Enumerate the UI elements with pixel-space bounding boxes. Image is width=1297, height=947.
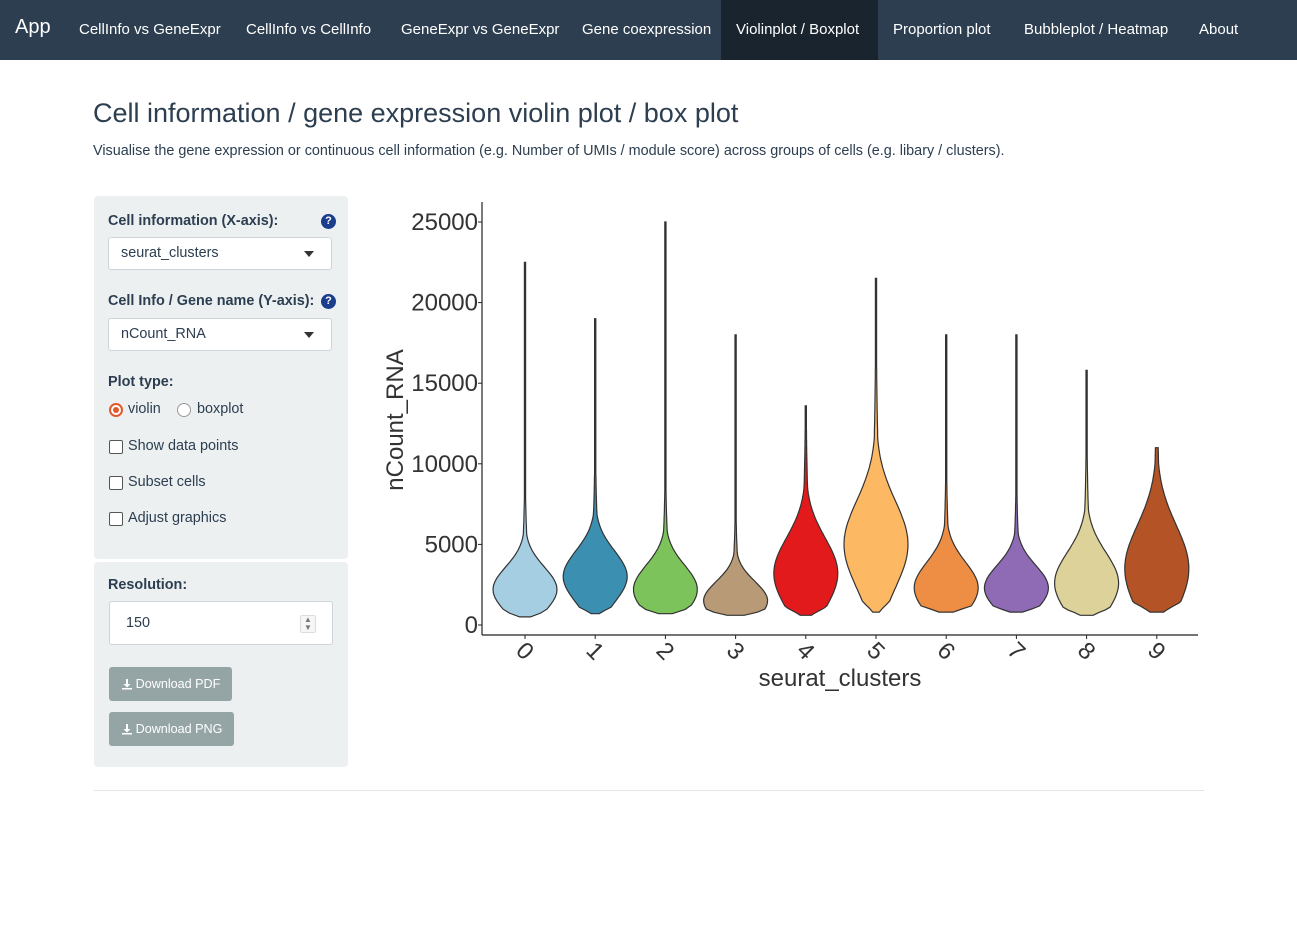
violin-3	[702, 334, 769, 616]
x-axis-label: Cell information (X-axis):	[108, 213, 279, 229]
x-axis-title: seurat_clusters	[759, 665, 922, 692]
download-icon	[121, 724, 132, 735]
x-tick-label: 3	[721, 637, 750, 666]
nav-tab-cellinfo-vs-cellinfo[interactable]: CellInfo vs CellInfo	[246, 21, 372, 38]
resolution-spinner[interactable]: ▲ ▼	[300, 615, 316, 633]
plot-type-label: Plot type:	[108, 374, 174, 390]
y-tick-label: 20000	[411, 290, 478, 317]
subset-cells-label[interactable]: Subset cells	[128, 474, 206, 490]
resolution-label: Resolution:	[108, 577, 188, 593]
x-tick-label: 5	[861, 637, 890, 666]
y-axis-select[interactable]: nCount_RNA	[108, 318, 332, 351]
violin-plot: 0 5000 10000 15000 20000 25000 0 1 2 3 4 5 6 7 8 9 seura…	[382, 202, 1198, 692]
download-pdf-label: Download PDF	[135, 677, 221, 691]
nav-tab-cellinfo-vs-geneexpr[interactable]: CellInfo vs GeneExpr	[79, 21, 221, 38]
x-tick-label: 0	[510, 637, 539, 666]
nav-tab-violinplot-boxplot[interactable]: Violinplot / Boxplot	[721, 0, 878, 60]
chevron-down-icon	[304, 251, 314, 257]
x-axis-help-icon[interactable]: ?	[321, 214, 336, 229]
radio-violin-label[interactable]: violin	[128, 401, 161, 417]
violin-7	[983, 334, 1050, 613]
violin-4	[773, 405, 839, 616]
radio-boxplot-label[interactable]: boxplot	[197, 401, 244, 417]
divider	[94, 790, 1204, 791]
resolution-input[interactable]: 150 ▲ ▼	[109, 601, 333, 645]
y-axis-select-value: nCount_RNA	[121, 326, 206, 342]
radio-boxplot[interactable]	[177, 403, 191, 417]
download-png-label: Download PNG	[135, 722, 223, 736]
download-png-button[interactable]: Download PNG	[109, 712, 234, 746]
nav-tab-gene-coexpression[interactable]: Gene coexpression	[582, 21, 712, 38]
violin-5	[843, 277, 909, 613]
nav-tab-geneexpr-vs-geneexpr[interactable]: GeneExpr vs GeneExpr	[401, 21, 560, 38]
y-axis-help-icon[interactable]: ?	[321, 294, 336, 309]
resolution-value: 150	[126, 615, 151, 631]
page-subtitle: Visualise the gene expression or continu…	[93, 143, 1005, 159]
x-tick-label: 2	[651, 637, 680, 666]
app-brand[interactable]: App	[15, 16, 51, 38]
download-pdf-button[interactable]: Download PDF	[109, 667, 232, 701]
x-tick-label: 1	[581, 637, 610, 666]
y-tick-label: 5000	[425, 531, 478, 558]
violin-2	[632, 221, 698, 615]
page-title: Cell information / gene expression violi…	[93, 98, 739, 128]
chevron-down-icon	[304, 332, 314, 338]
navbar: App CellInfo vs GeneExpr CellInfo vs Cel…	[0, 0, 1297, 60]
y-tick-label: 15000	[411, 370, 478, 397]
violin-1	[562, 318, 628, 615]
y-axis-label: Cell Info / Gene name (Y-axis):	[108, 293, 315, 309]
x-tick-label: 4	[791, 637, 820, 666]
x-axis-select-value: seurat_clusters	[121, 245, 219, 261]
x-tick-label: 7	[1002, 637, 1031, 666]
violin-0	[492, 261, 558, 618]
adjust-graphics-checkbox[interactable]	[109, 512, 123, 526]
subset-cells-checkbox[interactable]	[109, 476, 123, 490]
violin-8	[1053, 369, 1120, 616]
nav-tab-about[interactable]: About	[1199, 21, 1239, 38]
violin-9	[1124, 447, 1190, 613]
violin-6	[913, 334, 979, 613]
y-axis-title: nCount_RNA	[382, 349, 409, 490]
download-icon	[121, 679, 132, 690]
x-tick-label: 6	[932, 637, 961, 666]
y-tick-label: 10000	[411, 451, 478, 478]
show-data-points-checkbox[interactable]	[109, 440, 123, 454]
y-tick-label: 0	[465, 612, 478, 639]
adjust-graphics-label[interactable]: Adjust graphics	[128, 510, 227, 526]
nav-tab-bubbleplot-heatmap[interactable]: Bubbleplot / Heatmap	[1024, 21, 1169, 38]
show-data-points-label[interactable]: Show data points	[128, 438, 239, 454]
nav-tab-proportion-plot[interactable]: Proportion plot	[893, 21, 991, 38]
x-axis-select[interactable]: seurat_clusters	[108, 237, 332, 270]
x-tick-label: 8	[1072, 637, 1101, 666]
radio-violin[interactable]	[109, 403, 123, 417]
x-tick-label: 9	[1142, 637, 1171, 666]
y-tick-label: 25000	[411, 209, 478, 236]
